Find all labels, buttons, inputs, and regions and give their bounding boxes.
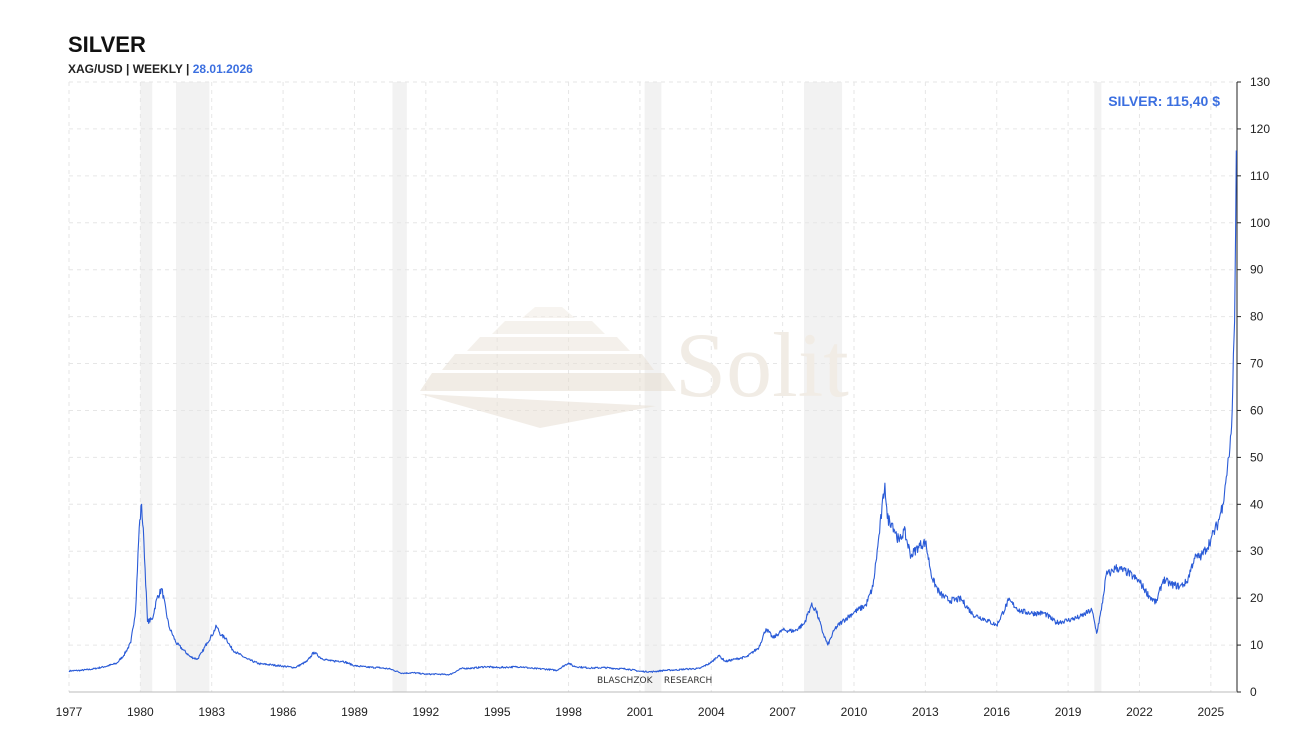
x-tick-label: 2010 <box>841 705 868 719</box>
x-tick-label: 2007 <box>769 705 796 719</box>
y-tick-labels: 0 10 20 30 40 50 60 70 80 90 100 110 120 130 <box>1237 75 1270 699</box>
recession-band-2 <box>392 82 407 692</box>
watermark: Solit BLASCHZOK RESEARCH <box>420 307 849 686</box>
x-tick-label: 1989 <box>341 705 368 719</box>
y-tick-label: 20 <box>1250 591 1264 605</box>
y-tick-label: 90 <box>1250 263 1264 277</box>
y-tick-label: 60 <box>1250 403 1264 417</box>
y-tick-label: 100 <box>1250 216 1270 230</box>
y-tick-label: 70 <box>1250 357 1264 371</box>
subtitle-prefix: XAG/USD | WEEKLY | <box>68 62 190 76</box>
x-tick-labels: 1977 1980 1983 1986 1989 1992 1995 1998 2001 2004… <box>56 705 1225 719</box>
x-tick-label: 2022 <box>1126 705 1153 719</box>
y-tick-label: 30 <box>1250 544 1264 558</box>
x-tick-label: 1992 <box>412 705 439 719</box>
x-tick-label: 2016 <box>983 705 1010 719</box>
subtitle-date: 28.01.2026 <box>192 62 253 76</box>
x-tick-label: 1986 <box>270 705 297 719</box>
watermark-brand: Solit <box>675 314 849 416</box>
recession-band-5 <box>1094 82 1102 692</box>
recession-band-4 <box>804 82 843 692</box>
x-tick-label: 1995 <box>484 705 511 719</box>
y-tick-label: 40 <box>1250 497 1264 511</box>
y-tick-label: 110 <box>1250 169 1269 183</box>
y-tick-label: 80 <box>1250 310 1264 324</box>
recession-band-1 <box>176 82 210 692</box>
x-tick-label: 2025 <box>1197 705 1224 719</box>
recession-band-0 <box>140 82 153 692</box>
silver-price-line <box>68 150 1237 676</box>
x-tick-label: 1983 <box>198 705 225 719</box>
x-tick-label: 1980 <box>127 705 154 719</box>
grid-lines <box>68 81 1237 692</box>
x-tick-label: 2013 <box>912 705 939 719</box>
y-tick-label: 120 <box>1250 122 1270 136</box>
x-tick-label: 2004 <box>698 705 725 719</box>
y-tick-label: 130 <box>1250 75 1270 89</box>
watermark-footer: BLASCHZOK RESEARCH <box>597 676 712 686</box>
y-tick-label: 50 <box>1250 450 1264 464</box>
series-silver <box>68 150 1237 676</box>
y-tick-label: 10 <box>1250 638 1264 652</box>
x-tick-label: 1998 <box>555 705 582 719</box>
page-title: SILVER <box>68 32 146 57</box>
y-tick-label: 0 <box>1250 685 1257 699</box>
x-tick-label: 1977 <box>56 705 83 719</box>
last-value-label: SILVER: 115,40 $ <box>1108 93 1220 109</box>
solit-logo-icon <box>420 307 676 428</box>
x-tick-label: 2019 <box>1055 705 1082 719</box>
axes <box>69 82 1238 693</box>
chart-subtitle: XAG/USD | WEEKLY | 28.01.2026 <box>68 62 253 76</box>
recession-shading <box>140 82 1102 692</box>
x-tick-label: 2001 <box>627 705 654 719</box>
